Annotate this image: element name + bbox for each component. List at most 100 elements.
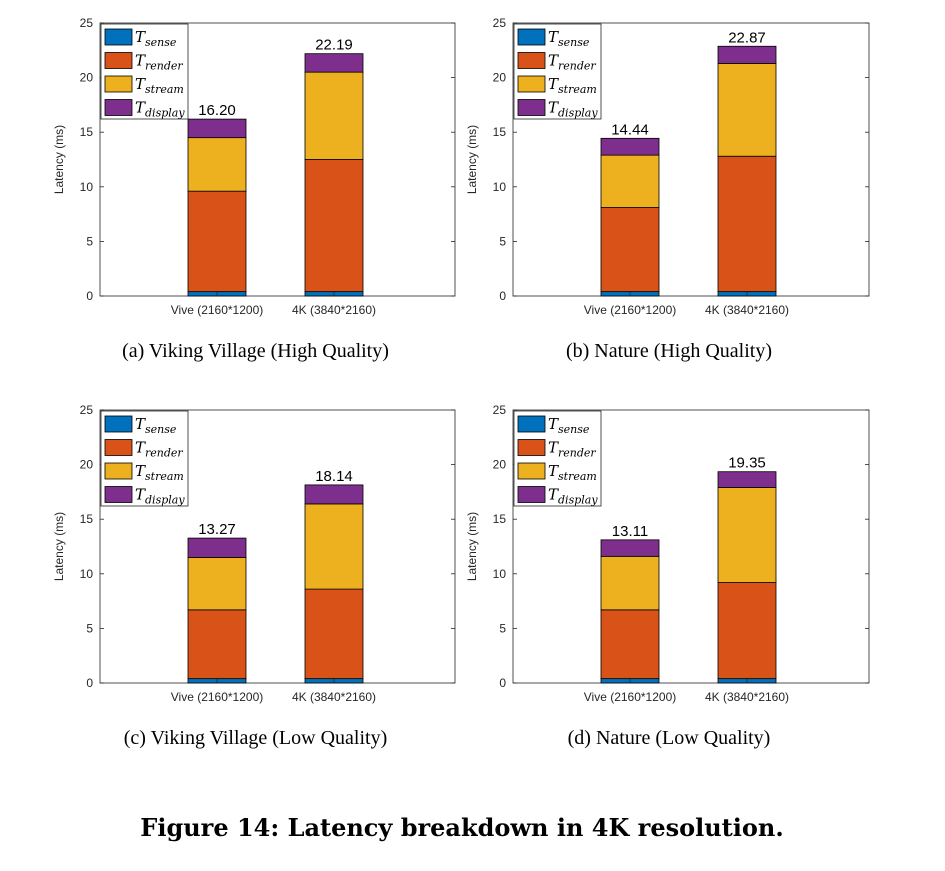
chart-panel-3: 0 5 10 15 20 25 Latency (ms) 13.27 Vive (2160*12…	[52, 403, 456, 749]
y-tick-label: 0	[499, 676, 506, 690]
x-tick-label: Vive (2160*1200)	[584, 303, 677, 317]
legend-label-sub: stream	[558, 83, 597, 96]
bar-segment-stream	[600, 555, 660, 611]
legend-label-base: T	[548, 462, 559, 480]
bar-segment-render	[187, 190, 247, 293]
bar-segment-render	[304, 159, 364, 293]
y-tick-label: 0	[86, 289, 93, 303]
legend-label-sub: sense	[145, 36, 177, 49]
legend-label-sense: Tsense	[135, 28, 177, 49]
y-tick-label: 25	[80, 16, 94, 30]
legend-label-base: T	[548, 415, 559, 433]
legend-label-base: T	[135, 439, 146, 457]
legend-label-render: Trender	[548, 439, 596, 460]
y-tick-label: 15	[80, 125, 94, 139]
legend-label-sub: display	[145, 107, 185, 120]
legend-label-base: T	[548, 486, 559, 504]
y-tick-label: 20	[493, 458, 507, 472]
legend-label-sub: render	[558, 447, 596, 460]
legend-label-stream: Tstream	[135, 462, 184, 483]
legend-swatch-stream	[517, 75, 546, 93]
legend-label-sub: render	[558, 60, 596, 73]
y-axis-label: Latency (ms)	[52, 512, 66, 581]
y-tick-label: 10	[493, 567, 507, 581]
legend-label-sub: stream	[145, 470, 184, 483]
bar-segment-display	[187, 537, 247, 558]
bar-segment-display	[304, 53, 364, 73]
y-axis-label: Latency (ms)	[52, 125, 66, 194]
legend-label-sub: stream	[145, 83, 184, 96]
plot-area	[512, 22, 870, 297]
legend-swatch-sense	[517, 415, 546, 433]
y-tick-label: 10	[80, 180, 94, 194]
legend-label-base: T	[135, 52, 146, 70]
legend-label-sub: display	[558, 494, 598, 507]
y-tick-label: 5	[499, 234, 506, 248]
y-tick-label: 25	[493, 403, 507, 417]
legend-swatch-display	[517, 99, 546, 116]
bar-segment-stream	[717, 487, 777, 583]
legend-swatch-sense	[104, 415, 133, 433]
legend-label-base: T	[548, 28, 559, 46]
chart-panel-2: 0 5 10 15 20 25 Latency (ms) 14.44 Vive (2160*12…	[465, 16, 870, 362]
legend-swatch-stream	[104, 462, 133, 480]
bar-total-label: 18.14	[315, 468, 353, 485]
legend-label-base: T	[135, 415, 146, 433]
x-tick-label: 4K (3840*2160)	[705, 690, 789, 704]
legend-label-display: Tdisplay	[548, 486, 598, 507]
legend-label-base: T	[135, 28, 146, 46]
y-tick-label: 0	[499, 289, 506, 303]
bar-total-label: 13.11	[612, 523, 648, 540]
legend-label-stream: Tstream	[548, 75, 597, 96]
legend-label-stream: Tstream	[135, 75, 184, 96]
legend-label-base: T	[548, 99, 559, 117]
x-tick-label: Vive (2160*1200)	[584, 690, 677, 704]
legend-label-base: T	[135, 99, 146, 117]
legend-label-display: Tdisplay	[135, 99, 185, 120]
legend-swatch-render	[104, 52, 133, 69]
x-tick-label: 4K (3840*2160)	[705, 303, 789, 317]
bar-segment-render	[187, 609, 247, 680]
y-tick-label: 15	[493, 512, 507, 526]
legend-label-sense: Tsense	[135, 415, 177, 436]
legend-label-sense: Tsense	[548, 415, 590, 436]
legend-swatch-sense	[517, 28, 546, 46]
legend-label-render: Trender	[548, 52, 596, 73]
chart-panel-4: 0 5 10 15 20 25 Latency (ms) 13.11 Vive (2160*12…	[465, 403, 870, 749]
figure-caption: Figure 14: Latency breakdown in 4K resol…	[140, 813, 783, 842]
bar-total-label: 14.44	[611, 121, 649, 138]
y-tick-label: 20	[80, 71, 94, 85]
legend-label-sub: sense	[558, 36, 590, 49]
y-tick-label: 10	[80, 567, 94, 581]
bar-segment-display	[600, 539, 660, 557]
y-tick-label: 5	[86, 621, 93, 635]
x-tick-label: 4K (3840*2160)	[292, 303, 376, 317]
subfigure-caption: (c) Viking Village (Low Quality)	[124, 727, 387, 749]
subfigure-caption: (a) Viking Village (High Quality)	[122, 340, 389, 362]
legend-swatch-sense	[104, 28, 133, 46]
y-axis-label: Latency (ms)	[465, 125, 479, 194]
y-tick-label: 0	[86, 676, 93, 690]
y-tick-label: 15	[493, 125, 507, 139]
legend-label-sub: render	[145, 60, 183, 73]
legend-label-display: Tdisplay	[135, 486, 185, 507]
bar-segment-display	[600, 137, 660, 156]
x-tick-label: Vive (2160*1200)	[171, 303, 264, 317]
bar-segment-display	[187, 118, 247, 139]
bar-total-label: 19.35	[728, 455, 766, 472]
legend-label-stream: Tstream	[548, 462, 597, 483]
legend-swatch-stream	[104, 75, 133, 93]
y-tick-label: 20	[493, 71, 507, 85]
subfigure-caption: (d) Nature (Low Quality)	[568, 727, 771, 749]
legend-swatch-render	[517, 439, 546, 456]
y-tick-label: 5	[86, 234, 93, 248]
legend-swatch-stream	[517, 462, 546, 480]
legend-swatch-display	[104, 99, 133, 116]
legend-label-base: T	[548, 439, 559, 457]
x-tick-label: 4K (3840*2160)	[292, 690, 376, 704]
bar-segment-display	[304, 484, 364, 505]
